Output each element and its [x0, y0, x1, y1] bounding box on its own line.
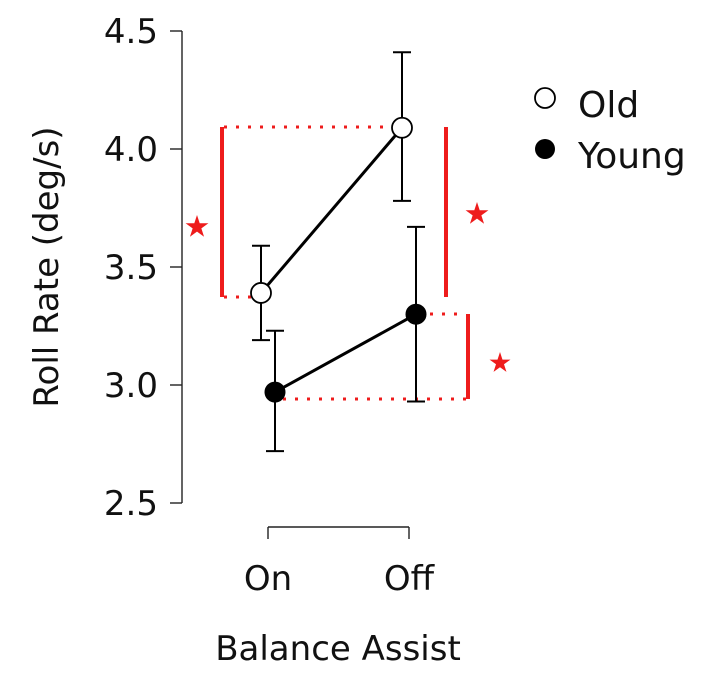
significance-annotations — [185, 125, 511, 401]
y-tick-label: 3.0 — [104, 366, 158, 406]
x-axis — [267, 526, 410, 539]
series-line-old — [259, 126, 404, 294]
data-point-old — [391, 116, 413, 139]
data-point-young — [264, 381, 286, 403]
significance-star-icon — [185, 215, 209, 237]
data-marks — [250, 51, 427, 453]
legend: Old Young — [534, 85, 686, 177]
y-axis — [170, 30, 183, 504]
y-tick-label: 4.5 — [104, 12, 158, 52]
legend-marker-old — [534, 87, 556, 109]
significance-star-icon — [489, 352, 511, 372]
significance-star-icon — [465, 202, 489, 224]
x-tick-label: Off — [384, 559, 436, 599]
series-line-young — [274, 312, 417, 394]
x-axis-title: Balance Assist — [215, 629, 461, 669]
y-tick-label: 3.5 — [104, 248, 158, 288]
y-tick-label: 4.0 — [104, 130, 158, 170]
legend-label-old: Old — [578, 85, 639, 126]
legend-marker-young — [535, 139, 555, 159]
x-tick-label: On — [244, 559, 292, 599]
data-point-old — [250, 282, 272, 304]
legend-label-young: Young — [577, 136, 686, 177]
y-axis-title: Roll Rate (deg/s) — [27, 126, 67, 407]
y-tick-label: 2.5 — [104, 484, 158, 524]
data-point-young — [405, 303, 427, 325]
